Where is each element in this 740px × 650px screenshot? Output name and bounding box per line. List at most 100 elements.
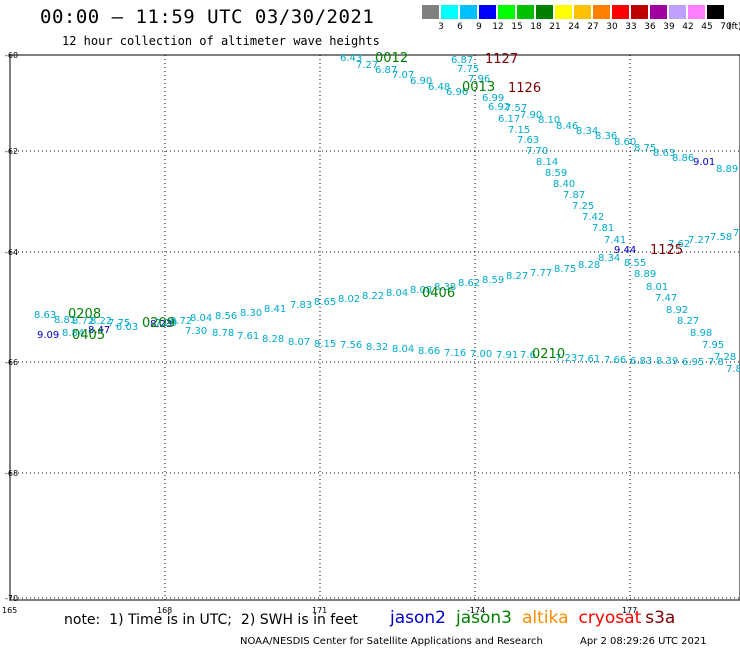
swh-value: 6.43 <box>340 53 362 64</box>
swh-value: 7 <box>733 228 739 239</box>
pass-time-label: 0210 <box>532 347 565 362</box>
swh-value: 8.28 <box>578 260 600 271</box>
swh-value: 8.56 <box>215 311 237 322</box>
lat-label: -64 <box>5 248 18 257</box>
swh-value: 7.70 <box>526 146 548 157</box>
swh-value: 7.8 <box>726 364 740 375</box>
satellite-cryosat: cryosat <box>578 608 642 628</box>
lon-label: 171 <box>312 606 327 615</box>
swh-value: 8.78 <box>212 328 234 339</box>
swh-value: 6.48 <box>428 82 450 93</box>
swh-value: 8.04 <box>386 288 408 299</box>
legend-swatch <box>593 5 610 19</box>
legend-swatch <box>631 5 648 19</box>
page-subtitle: 12 hour collection of altimeter wave hei… <box>62 34 380 48</box>
pass-time-label: 1125 <box>650 243 683 258</box>
lat-label: -70 <box>5 594 18 603</box>
lon-label: 168 <box>157 606 172 615</box>
legend-swatch <box>669 5 686 19</box>
swh-value: 8.22 <box>90 316 112 327</box>
swh-value: 8.27 <box>506 271 528 282</box>
swh-value: 8.04 <box>190 313 212 324</box>
swh-value: 8.34 <box>598 253 620 264</box>
swh-value: 8.07 <box>288 337 310 348</box>
swh-value: 7.41 <box>604 235 626 246</box>
swh-value-jason2: 8.47 <box>88 325 110 336</box>
swh-value: 7.63 <box>517 135 539 146</box>
swh-value: 8.89 <box>716 164 738 175</box>
swh-value: 7.58 <box>710 232 732 243</box>
swh-value: 7.75 <box>457 64 479 75</box>
swh-value: 8.32 <box>366 342 388 353</box>
lat-label: -60 <box>5 51 18 60</box>
pass-time-label: 1126 <box>508 81 541 96</box>
pass-time-label: 0405 <box>72 328 105 343</box>
swh-value: 7.28 <box>714 352 736 363</box>
swh-value: 8.02 <box>338 294 360 305</box>
swh-value: 7.83 <box>290 300 312 311</box>
swh-value: 8.34 <box>576 126 598 137</box>
swh-value: 8.72 <box>170 316 192 327</box>
satellite-jason2: jason2 <box>390 608 446 628</box>
swh-value: 8.27 <box>677 316 699 327</box>
footer-credit: NOAA/NESDIS Center for Satellite Applica… <box>240 636 543 647</box>
legend-tick-label: 36 <box>644 22 656 32</box>
swh-value: 8.92 <box>666 305 688 316</box>
swh-value: 7.57 <box>505 103 527 114</box>
swh-value: 8.10 <box>538 115 560 126</box>
swh-value: 7.96 <box>468 74 490 85</box>
legend-tick-label: 45 <box>701 22 713 32</box>
legend-swatch <box>555 5 572 19</box>
swh-value: 8.65 <box>314 297 336 308</box>
swh-value: 8.46 <box>556 121 578 132</box>
swh-value: 8.59 <box>482 275 504 286</box>
swh-value: 7.27 <box>356 60 378 71</box>
swh-value: 8.30 <box>240 308 262 319</box>
legend-tick-label: 27 <box>587 22 599 32</box>
satellite-s3a: s3a <box>645 608 676 628</box>
swh-value: 7.47 <box>655 293 677 304</box>
legend-tick-label: 21 <box>549 22 561 32</box>
satellite-legend: jason2 jason3 altika cryosat s3a <box>390 608 685 628</box>
swh-value: 7.95 <box>702 340 724 351</box>
legend-swatch <box>612 5 629 19</box>
satellite-jason3: jason3 <box>456 608 512 628</box>
swh-value: 8.08 <box>410 285 432 296</box>
swh-value: 6.83 <box>630 356 652 367</box>
swh-value: 8.89 <box>634 269 656 280</box>
page-title: 00:00 – 11:59 UTC 03/30/2021 <box>40 6 375 28</box>
legend-unit: (ft) <box>728 22 740 32</box>
swh-value: 8.86 <box>672 153 694 164</box>
legend-swatch <box>517 5 534 19</box>
swh-value: 8.63 <box>653 148 675 159</box>
legend-swatch <box>441 5 458 19</box>
legend-tick-label: 70 <box>720 22 732 32</box>
swh-value: 8.75 <box>634 143 656 154</box>
swh-value: 7.8 <box>708 357 724 368</box>
swh-value: 7.30 <box>185 326 207 337</box>
swh-value: 7.42 <box>582 212 604 223</box>
swh-value: 6.03 <box>116 322 138 333</box>
swh-value: 8.60 <box>614 137 636 148</box>
swh-value: 7.90 <box>520 110 542 121</box>
swh-value: 7.87 <box>563 190 585 201</box>
swh-value: 7.6 <box>520 350 536 361</box>
legend-swatch <box>479 5 496 19</box>
swh-value: 7.29 <box>155 318 177 329</box>
legend-tick-label: 9 <box>476 22 482 32</box>
pass-time-label: 0406 <box>422 286 455 301</box>
legend-tick-label: 18 <box>530 22 542 32</box>
swh-value: 7.91 <box>496 350 518 361</box>
swh-value: 8.72 <box>72 316 94 327</box>
legend-swatch <box>650 5 667 19</box>
lat-label: -66 <box>5 358 18 367</box>
swh-value: 8.28 <box>262 334 284 345</box>
swh-value: 7.00 <box>470 349 492 360</box>
pass-time-label: 0013 <box>462 80 495 95</box>
swh-value-jason2: 9.09 <box>37 330 59 341</box>
swh-value: 8.98 <box>690 328 712 339</box>
swh-value-jason2: 9.01 <box>693 157 715 168</box>
swh-value: 8.75 <box>554 264 576 275</box>
lat-label: -62 <box>5 147 18 156</box>
